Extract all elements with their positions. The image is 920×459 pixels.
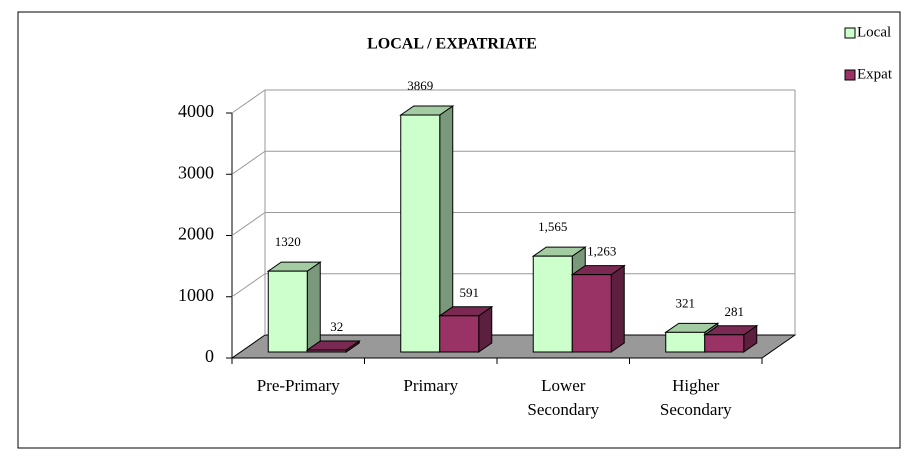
data-label: 32 [330,319,343,334]
x-tick-label: Pre-Primary [256,376,340,395]
y-tick-label: 0 [205,346,214,366]
legend-swatch [844,27,856,39]
grid-line [231,212,266,236]
chart-border [17,11,901,449]
bar [439,315,480,353]
data-label: 1,263 [587,244,616,259]
bar-side [306,261,321,353]
y-tick-label: 1000 [178,285,214,305]
y-tick-label: 2000 [178,224,214,244]
legend-swatch [844,69,856,81]
bar [665,331,706,353]
data-label: 591 [460,285,480,300]
x-tick-label: Lower Secondary [527,376,600,419]
x-tick-label: Higher Secondary [659,376,732,419]
bar [400,114,441,353]
bar [267,270,308,353]
bar [571,274,612,353]
bar-side [610,264,625,353]
data-label: 1320 [275,234,301,249]
chart-title: LOCAL / EXPATRIATE [367,36,537,53]
bar [532,255,573,353]
data-label: 321 [676,295,696,310]
legend-label: Local [857,24,891,40]
grid-line [231,89,266,114]
data-label: 3869 [407,78,433,93]
y-tick-label: 3000 [178,162,214,182]
bar [704,334,745,353]
y-tick-label: 4000 [178,101,214,121]
grid-line [231,273,266,298]
data-label: 281 [725,304,745,319]
x-tick-label: Primary [403,376,459,395]
bar [306,349,347,353]
data-label: 1,565 [538,219,567,234]
legend-label: Expat [857,66,893,82]
grid-line [231,150,266,175]
